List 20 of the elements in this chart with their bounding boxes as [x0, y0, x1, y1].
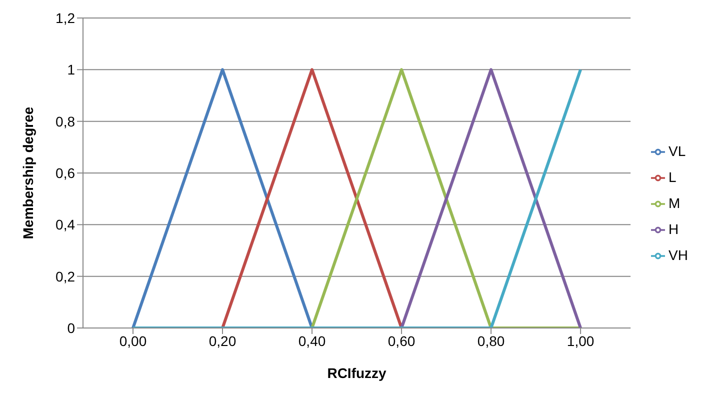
x-axis-title: RCIfuzzy: [327, 365, 387, 381]
legend-label: VH: [668, 247, 688, 263]
legend-label: VL: [668, 143, 686, 159]
y-tick-label: 0,4: [56, 216, 76, 233]
legend-label: H: [668, 221, 679, 237]
x-tick-label: 0,80: [477, 332, 505, 349]
x-tick-label: 0,40: [298, 332, 326, 349]
x-tick-label: 0,20: [208, 332, 236, 349]
y-tick-label: 0,6: [56, 164, 76, 181]
y-tick-label: 1,2: [56, 10, 76, 26]
y-tick-label: 1: [67, 62, 76, 78]
x-tick-label: 1,00: [566, 332, 594, 349]
y-tick-label: 0: [67, 320, 76, 336]
legend-label: L: [668, 169, 676, 185]
x-tick-label: 0,60: [388, 332, 416, 349]
y-tick-label: 0,2: [56, 268, 76, 284]
x-tick-label: 0,00: [119, 332, 147, 349]
y-axis-title: Membership degree: [20, 106, 36, 240]
legend-label: M: [668, 195, 680, 211]
y-tick-label: 0,8: [56, 113, 76, 130]
